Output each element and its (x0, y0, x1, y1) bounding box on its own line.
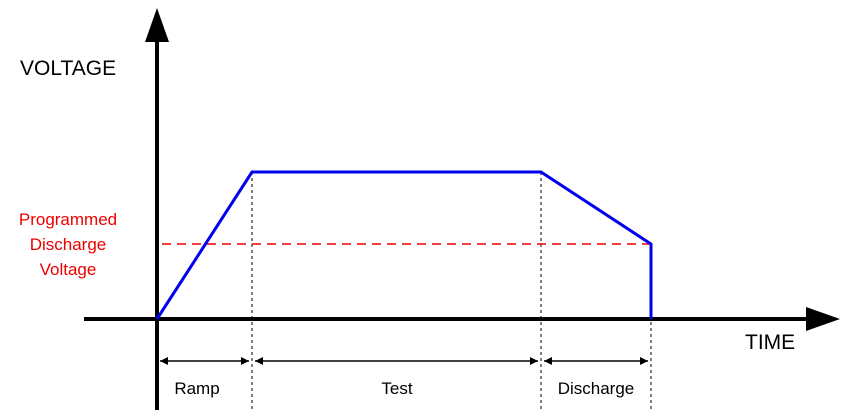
test-phase-label: Test (381, 379, 412, 398)
discharge-voltage-label-line-1: Programmed (19, 210, 117, 229)
y-axis-arrowhead (145, 8, 169, 42)
ramp-phase-label: Ramp (174, 379, 219, 398)
x-axis-label: TIME (745, 331, 795, 354)
voltage-waveform (155, 170, 653, 320)
y-axis-label: VOLTAGE (20, 57, 116, 80)
discharge-voltage-label-line-2: Discharge (30, 235, 107, 254)
discharge-phase-label: Discharge (558, 379, 635, 398)
x-axis-arrowhead (806, 307, 840, 331)
discharge-voltage-label-line-3: Voltage (40, 260, 97, 279)
